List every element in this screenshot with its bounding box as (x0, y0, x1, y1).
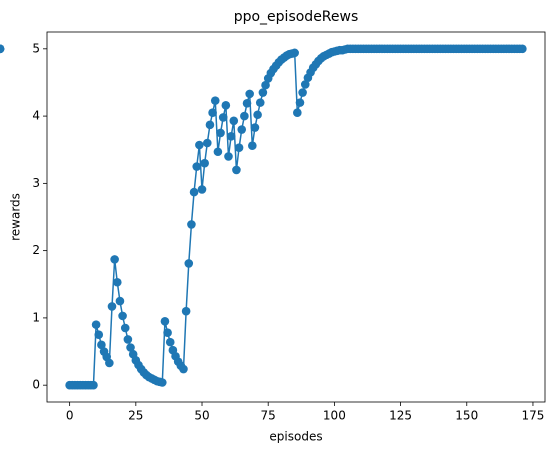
point (242, 99, 252, 108)
y-tick-label: 2 (32, 243, 40, 257)
line (69, 48, 523, 386)
point (298, 88, 307, 97)
chart-title: ppo_episodeRews (234, 9, 359, 25)
point (0, 44, 5, 54)
point (240, 111, 249, 121)
point (237, 125, 247, 134)
point (110, 255, 119, 264)
point (107, 302, 117, 311)
point (115, 296, 125, 306)
point (163, 328, 172, 338)
point (195, 140, 204, 150)
point (157, 378, 167, 387)
y-tick-label: 5 (32, 41, 40, 55)
point (300, 80, 310, 89)
point (290, 48, 299, 58)
y-tick-label: 3 (32, 176, 40, 190)
point (126, 343, 135, 352)
x-tick-label: 50 (194, 409, 209, 423)
x-axis-label: episodes (269, 430, 322, 444)
point (234, 143, 244, 153)
point (112, 277, 122, 287)
point (105, 358, 114, 368)
x-tick-label: 25 (128, 409, 143, 423)
point (213, 147, 223, 157)
point (160, 316, 170, 326)
point (258, 88, 268, 97)
point (253, 110, 262, 120)
point (200, 158, 209, 168)
point (187, 220, 196, 229)
point (97, 340, 106, 350)
x-tick-label: 100 (323, 409, 346, 423)
point (165, 337, 175, 347)
plot-frame (46, 31, 546, 403)
point (189, 187, 199, 197)
point (94, 330, 104, 340)
point (192, 162, 202, 171)
x-tick-label: 125 (389, 409, 412, 423)
y-tick-label: 0 (32, 378, 40, 392)
point (91, 320, 101, 329)
point (245, 89, 254, 99)
point (224, 152, 233, 161)
y-axis-label: rewards (9, 193, 23, 241)
point (89, 380, 98, 390)
point (205, 120, 215, 130)
point (295, 98, 305, 107)
x-tick-label: 0 (66, 409, 74, 423)
point (123, 335, 133, 344)
point (218, 113, 228, 122)
point (255, 98, 265, 107)
point (229, 116, 239, 126)
x-tick-label: 150 (455, 409, 478, 423)
point (181, 306, 191, 316)
point (293, 108, 302, 118)
point (184, 259, 194, 268)
point (232, 165, 241, 175)
point (250, 123, 260, 132)
x-tick-label: 175 (522, 409, 545, 423)
point (208, 108, 217, 118)
point (179, 364, 188, 374)
point (248, 141, 257, 150)
point (210, 96, 220, 105)
x-tick-label: 75 (261, 409, 276, 423)
point (261, 80, 270, 90)
point (221, 101, 231, 110)
point (216, 128, 225, 138)
point (518, 44, 527, 54)
point (118, 311, 127, 321)
point (197, 185, 207, 194)
point (120, 323, 130, 333)
point (226, 131, 236, 141)
y-tick-label: 1 (32, 310, 40, 324)
point (203, 138, 212, 148)
y-tick-label: 4 (32, 109, 40, 123)
